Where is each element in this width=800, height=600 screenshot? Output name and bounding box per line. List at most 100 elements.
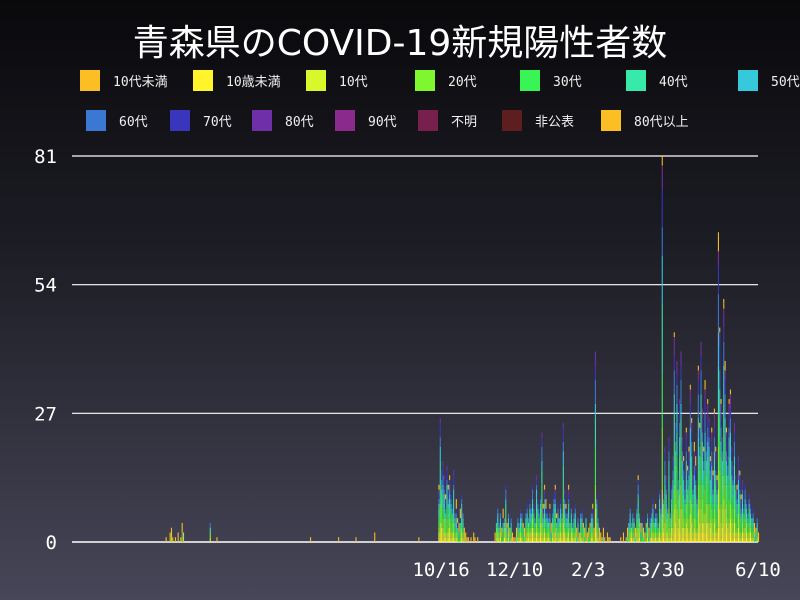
bar-segment <box>688 475 690 485</box>
legend-item: 50代 <box>738 69 800 91</box>
bar-segment <box>577 518 579 523</box>
x-tick-label: 3/30 <box>639 559 685 581</box>
bar-segment <box>450 537 452 542</box>
bar-segment <box>461 532 463 538</box>
bar-segment <box>445 532 447 538</box>
bar-segment <box>558 527 560 533</box>
bar-segment <box>585 522 587 528</box>
bar-segment <box>707 522 709 538</box>
bar-segment <box>683 465 685 471</box>
legend-label: 10歳未満 <box>226 74 281 90</box>
bar-segment <box>596 532 598 538</box>
bar-segment <box>633 522 635 528</box>
bar-segment <box>450 532 452 538</box>
bar-segment <box>717 365 719 414</box>
bar-segment <box>739 489 741 495</box>
bar-segment <box>671 489 673 500</box>
bar-segment <box>565 532 567 538</box>
bar-segment <box>592 532 594 538</box>
bar-segment <box>693 441 695 452</box>
bar-segment <box>727 460 729 466</box>
bar-segment <box>701 413 703 419</box>
bar-segment <box>663 499 665 504</box>
bar-segment <box>443 508 445 519</box>
bar-segment <box>712 537 714 542</box>
bar-segment <box>495 527 497 533</box>
bar-segment <box>526 503 528 509</box>
bar-segment <box>596 522 598 533</box>
bar-segment <box>735 499 737 514</box>
bar-segment <box>589 537 591 542</box>
bar-segment <box>683 503 685 519</box>
bar-segment <box>495 522 497 528</box>
bar-segment <box>691 456 693 471</box>
bar-segment <box>660 532 662 538</box>
bar-segment <box>655 537 657 542</box>
bar-segment <box>699 480 701 500</box>
bar-segment <box>671 513 673 519</box>
legend-label: 30代 <box>553 74 582 90</box>
bar-segment <box>672 527 674 538</box>
bar-segment <box>592 527 594 533</box>
bar-segment <box>655 522 657 528</box>
bar-segment <box>581 537 583 542</box>
bar-segment <box>728 522 730 533</box>
bar-segment <box>679 532 681 542</box>
bar-segment <box>743 513 745 519</box>
y-tick-label: 0 <box>46 532 57 554</box>
bar-segment <box>549 503 551 509</box>
bar-segment <box>550 532 552 538</box>
bar-segment <box>672 489 674 500</box>
bar-segment <box>630 537 633 542</box>
bar-segment <box>544 484 546 490</box>
bar-segment <box>756 522 758 528</box>
bar-segment <box>561 522 563 528</box>
bar-segment <box>632 532 634 538</box>
bar-segment <box>446 494 448 509</box>
x-tick-label: 6/10 <box>735 559 781 581</box>
bar-segment <box>449 508 451 519</box>
bar-segment <box>677 470 679 476</box>
bar-segment <box>736 518 738 528</box>
bar-segment <box>687 527 689 538</box>
bar-segment <box>629 532 631 538</box>
bar-segment <box>681 527 683 538</box>
bar-segment <box>740 503 742 509</box>
bar-segment <box>557 508 559 514</box>
bar-segment <box>581 527 583 533</box>
bar-segment <box>518 537 520 542</box>
bar-segment <box>741 513 744 523</box>
bar-segment <box>721 451 723 461</box>
bar-segment <box>562 422 564 428</box>
bar-segment <box>637 518 639 528</box>
bar-segment <box>689 403 691 414</box>
bar-segment <box>681 441 683 452</box>
bar-segment <box>713 537 715 542</box>
bar-segment <box>565 522 567 528</box>
bar-segment <box>594 379 596 404</box>
bar-segment <box>739 518 741 533</box>
bar-segment <box>527 522 530 528</box>
bar-segment <box>537 537 539 542</box>
bar-segment <box>596 537 598 542</box>
bar-segment <box>181 522 183 533</box>
bar-segment <box>506 537 508 542</box>
bar-segment <box>665 532 667 538</box>
bar-segment <box>736 513 738 519</box>
bar-segment <box>731 451 733 461</box>
bar-segment <box>699 422 701 428</box>
bar-segment <box>554 489 556 495</box>
bar-segment <box>569 532 571 538</box>
bar-segment <box>633 518 635 523</box>
bar-segment <box>739 470 741 476</box>
bar-segment <box>751 532 753 538</box>
bar-segment <box>523 537 526 542</box>
bar-segment <box>752 527 754 533</box>
bar-segment <box>659 508 661 514</box>
bar-segment <box>644 532 646 542</box>
bar-segment <box>637 494 639 500</box>
bar-segment <box>560 537 562 542</box>
bar-segment <box>717 413 719 447</box>
bar-segment <box>716 489 718 495</box>
bar-segment <box>174 537 177 542</box>
